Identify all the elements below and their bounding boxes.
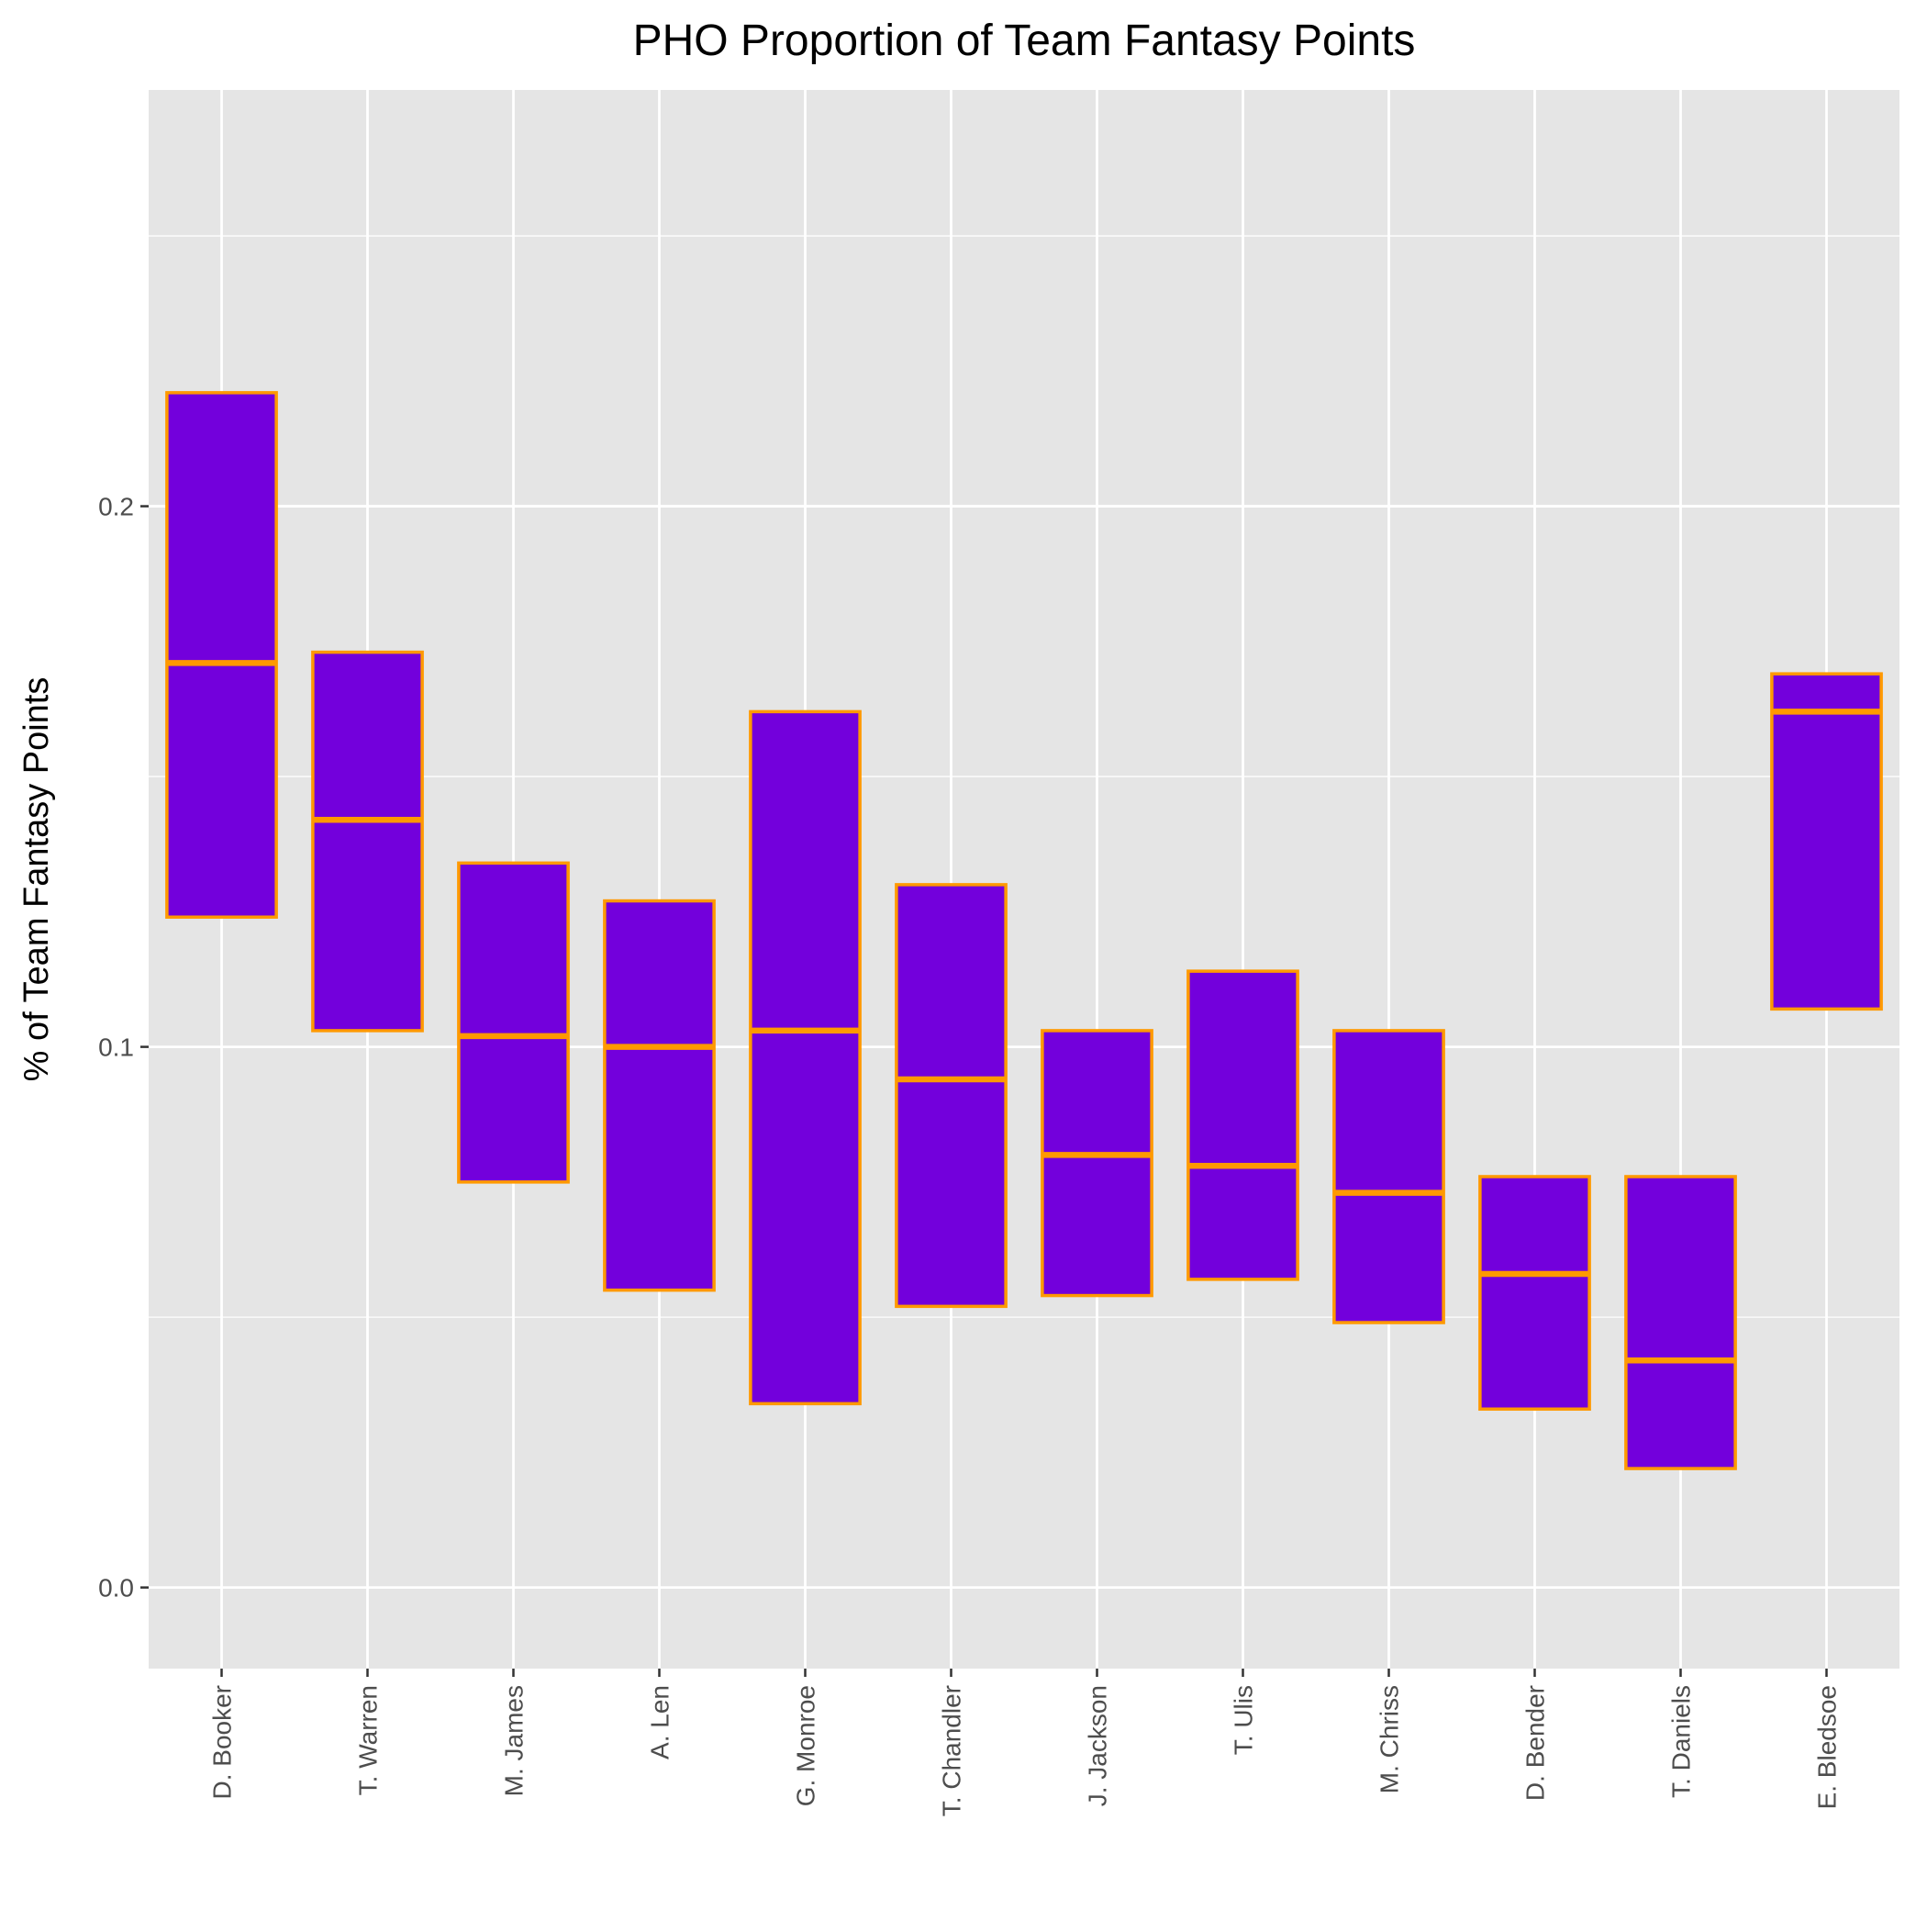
box-3 <box>457 861 570 1184</box>
box-10 <box>1478 1175 1591 1412</box>
y-tick-label: 0.2 <box>98 493 134 521</box>
y-tick-label: 0.1 <box>98 1033 134 1062</box>
box-7 <box>1041 1029 1153 1298</box>
x-tick-label: M. Chriss <box>1376 1685 1404 1793</box>
x-tick-label: T. Ulis <box>1230 1685 1258 1755</box>
x-tick-label: T. Chandler <box>938 1685 966 1816</box>
boxes <box>165 391 1883 1470</box>
plot-panel <box>149 90 1899 1669</box>
box-4 <box>603 899 716 1292</box>
axes: 0.0 0.1 0.2 D. Booker T. Warren M. James A. Le… <box>98 493 1841 1817</box>
x-tick-label: T. Daniels <box>1667 1685 1696 1798</box>
box-11 <box>1624 1175 1737 1470</box>
box-5 <box>749 709 862 1406</box>
y-tick-label: 0.0 <box>98 1574 134 1603</box>
x-tick-label: A. Len <box>646 1685 674 1759</box>
x-tick-label: M. James <box>500 1685 529 1796</box>
chart-title: PHO Proportion of Team Fantasy Points <box>633 17 1416 65</box>
box-9 <box>1332 1029 1445 1324</box>
box-6 <box>895 883 1008 1309</box>
x-tick-label: T. Warren <box>354 1685 383 1795</box>
box-2 <box>311 650 424 1033</box>
box-8 <box>1186 969 1299 1281</box>
x-tick-label: D. Bender <box>1521 1685 1550 1801</box>
x-tick-label: D. Booker <box>208 1685 237 1800</box>
y-axis-title: % of Team Fantasy Points <box>17 677 56 1082</box>
x-tick-label: G. Monroe <box>792 1685 820 1806</box>
x-tick-label: E. Bledsoe <box>1813 1685 1842 1809</box>
x-tick-label: J. Jackson <box>1084 1685 1112 1806</box>
box-1 <box>165 391 278 919</box>
box-12 <box>1770 672 1883 1011</box>
